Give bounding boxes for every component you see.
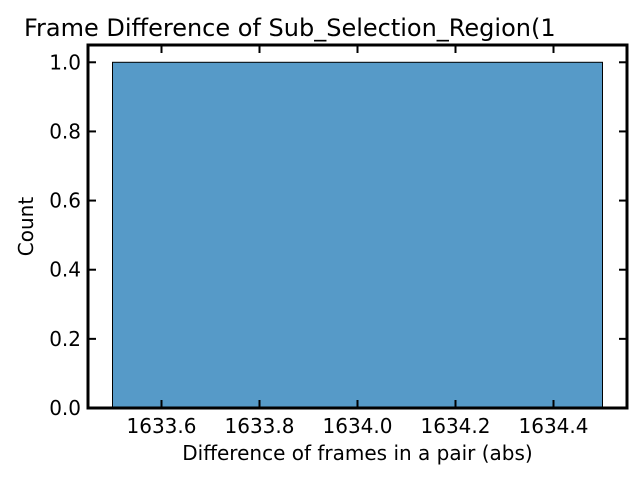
bars-layer	[112, 61, 603, 409]
chart-title: Frame Difference of Sub_Selection_Region…	[24, 14, 556, 42]
x-tick-label: 1633.8	[225, 414, 295, 438]
x-tick-label: 1634.2	[421, 414, 491, 438]
x-axis-label: Difference of frames in a pair (abs)	[182, 441, 532, 465]
x-ticks: 1633.6 1633.8 1634.0 1634.2 1634.4	[127, 45, 589, 438]
y-tick-label: 1.0	[49, 50, 81, 74]
y-axis-label: Count	[14, 197, 38, 257]
x-tick-label: 1633.6	[127, 414, 197, 438]
histogram-bar	[112, 61, 603, 409]
y-tick-label: 0.8	[49, 119, 81, 143]
y-tick-label: 0.0	[49, 396, 81, 420]
y-tick-label: 0.2	[49, 327, 81, 351]
x-tick-label: 1634.0	[323, 414, 393, 438]
y-tick-label: 0.4	[49, 258, 81, 282]
y-ticks: 0.0 0.2 0.4 0.6 0.8 1.0	[49, 50, 627, 420]
x-tick-label: 1634.4	[519, 414, 589, 438]
y-tick-label: 0.6	[49, 189, 81, 213]
